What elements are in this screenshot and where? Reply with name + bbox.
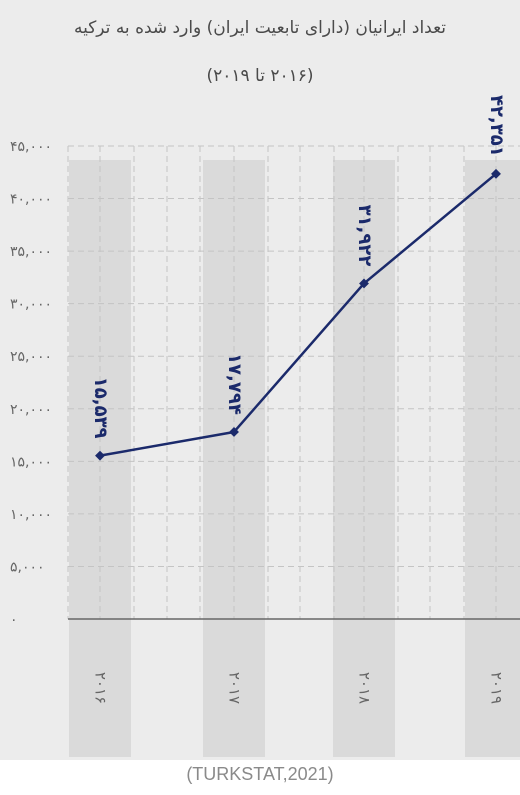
data-label: ۳۱,۹۲۲ (354, 205, 375, 267)
x-tick-label: ۲۰۱۶ (92, 672, 110, 704)
y-tick-label: ۰ (10, 612, 18, 628)
y-tick-label: ۲۵,۰۰۰ (10, 349, 52, 365)
grid-lines (67, 145, 520, 619)
line-chart: ۰ ۵,۰۰۰ ۱۰,۰۰۰ ۱۵,۰۰۰ ۲۰,۰۰۰ ۲۵,۰۰۰ ۳۰,۰۰۰ ۳۵,۰… (10, 95, 520, 757)
x-tick-label: ۲۰۱۷ (226, 672, 244, 704)
chart-card: تعداد ایرانیان (دارای تابعیت ایران) وارد… (0, 0, 520, 760)
y-tick-label: ۱۰,۰۰۰ (10, 507, 52, 523)
x-tick-label: ۲۰۱۹ (488, 672, 506, 704)
column-bands (69, 160, 520, 757)
data-label: ۴۲,۳۵۱ (486, 95, 507, 157)
y-tick-label: ۴۵,۰۰۰ (10, 139, 52, 155)
y-tick-label: ۳۵,۰۰۰ (10, 244, 52, 260)
y-axis: ۰ ۵,۰۰۰ ۱۰,۰۰۰ ۱۵,۰۰۰ ۲۰,۰۰۰ ۲۵,۰۰۰ ۳۰,۰۰۰ ۳۵,۰… (10, 139, 52, 628)
data-label: ۱۷,۷۹۴ (224, 353, 245, 415)
y-tick-label: ۴۰,۰۰۰ (10, 192, 52, 208)
y-tick-label: ۳۰,۰۰۰ (10, 297, 52, 313)
data-labels: ۱۵,۵۳۹ ۱۷,۷۹۴ ۳۱,۹۲۲ ۴۲,۳۵۱ (90, 95, 507, 439)
x-axis: ۲۰۱۶ ۲۰۱۷ ۲۰۱۸ ۲۰۱۹ (68, 618, 520, 704)
series-line (99, 172, 497, 457)
data-label: ۱۵,۵۳۹ (90, 377, 111, 439)
data-point (229, 427, 239, 437)
series-visitors (95, 168, 501, 461)
chart-title: تعداد ایرانیان (دارای تابعیت ایران) وارد… (73, 18, 447, 38)
y-tick-label: ۱۵,۰۰۰ (10, 454, 52, 470)
y-tick-label: ۵,۰۰۰ (10, 559, 45, 575)
column-band (465, 160, 520, 757)
y-tick-label: ۲۰,۰۰۰ (10, 402, 52, 418)
x-tick-label: ۲۰۱۸ (356, 672, 374, 704)
source-note: (TURKSTAT,2021) (186, 764, 334, 784)
data-point (491, 168, 501, 179)
chart-subtitle: (۲۰۱۶ تا ۲۰۱۹) (206, 66, 314, 86)
data-point (359, 278, 369, 289)
